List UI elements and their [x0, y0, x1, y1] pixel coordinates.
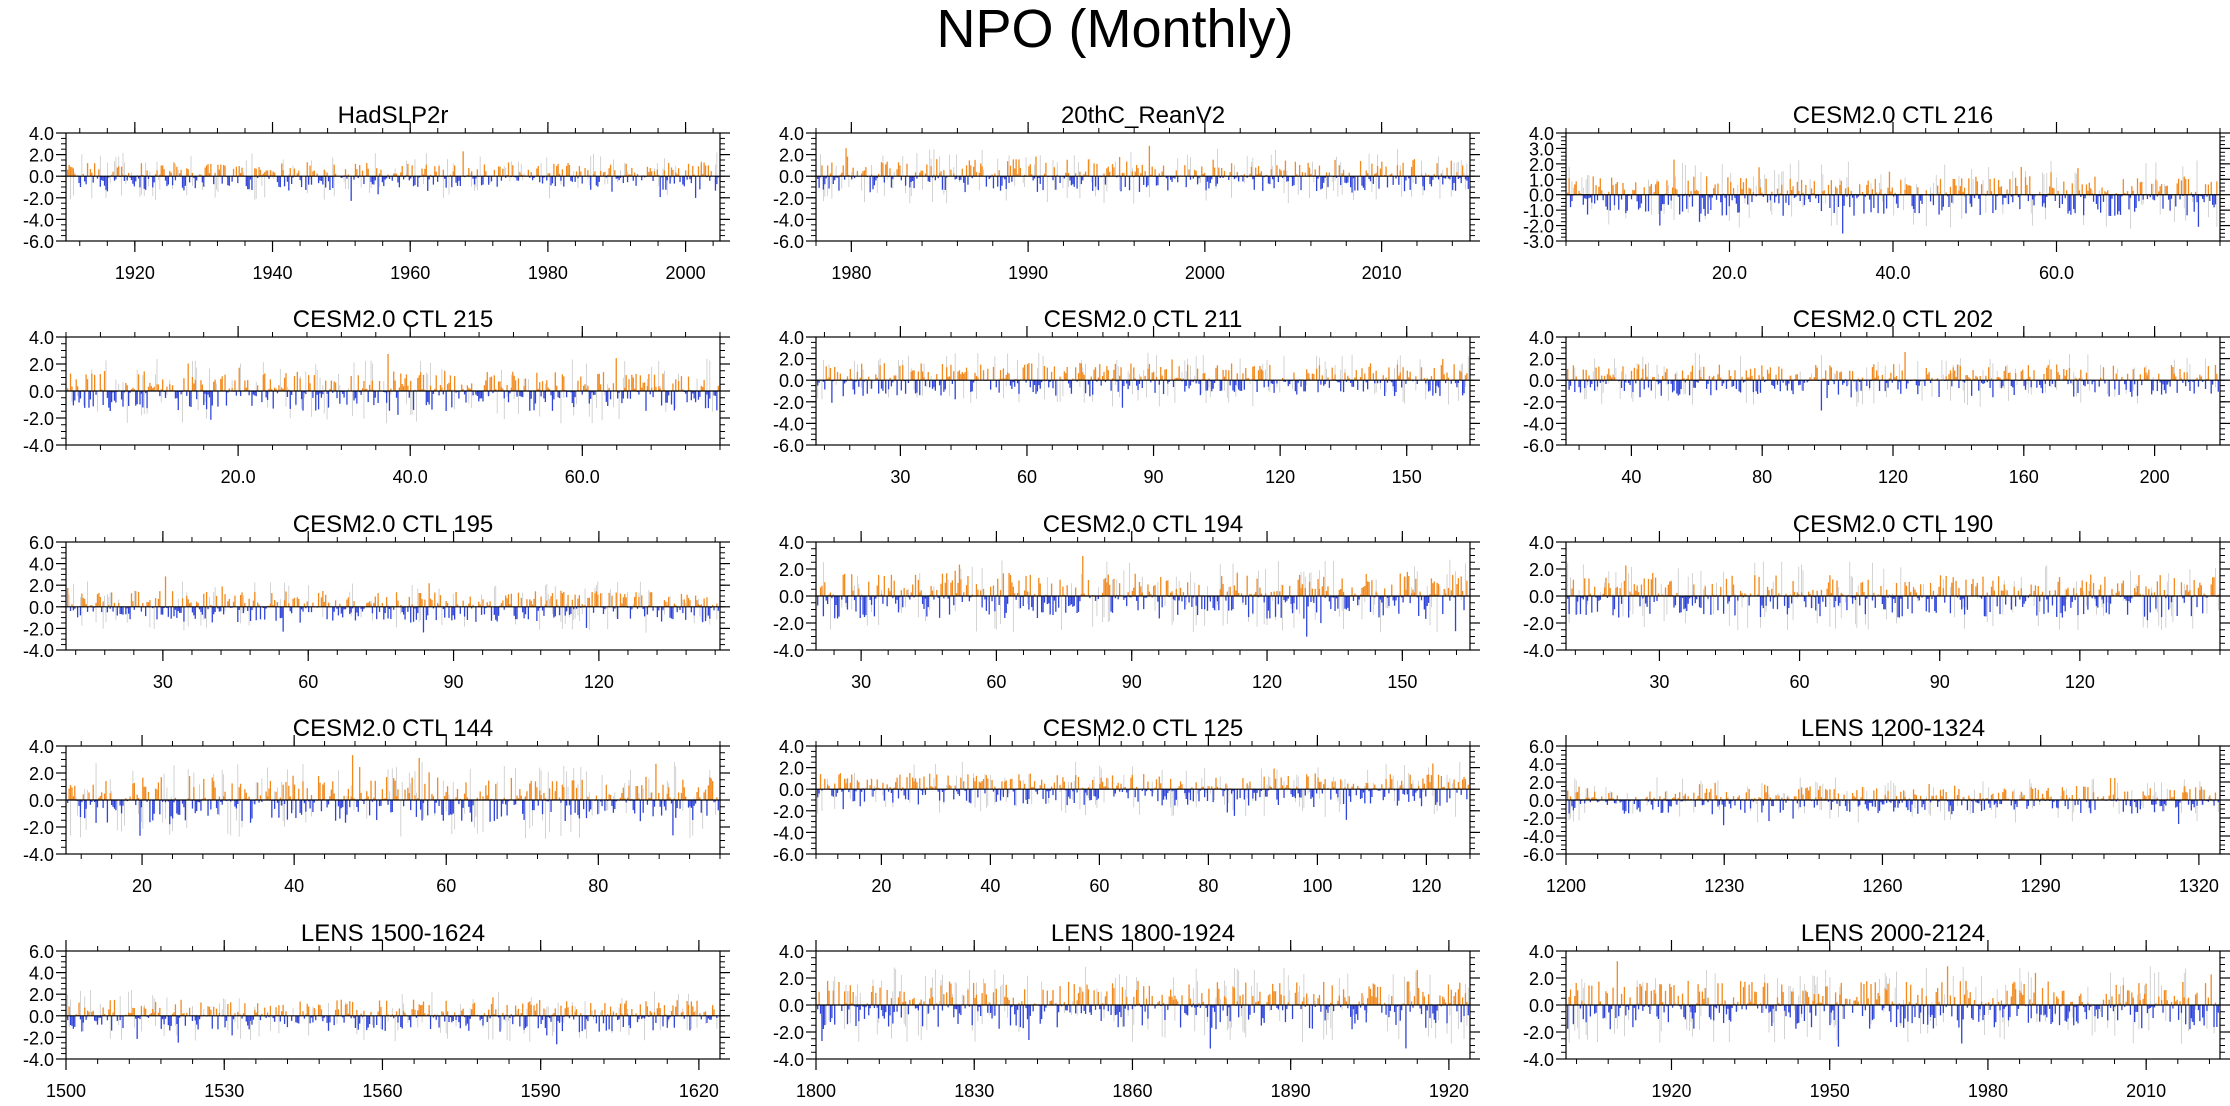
panel-title: CESM2.0 CTL 215: [293, 306, 494, 333]
panel-bars: [67, 353, 719, 424]
x-tick-label: 30: [890, 467, 910, 487]
y-tick-label: 2.0: [1529, 350, 1554, 370]
x-tick-label: 2000: [666, 263, 706, 283]
plot-frame: [65, 132, 721, 242]
x-tick-label: 40.0: [1875, 263, 1910, 283]
panel-title: CESM2.0 CTL 195: [293, 511, 494, 538]
y-tick-label: -4.0: [773, 414, 804, 434]
y-tick-label: 2.0: [29, 146, 54, 166]
x-tick-label: 120: [1265, 467, 1295, 487]
x-tick-label: 1980: [528, 263, 568, 283]
y-tick-label: 3.0: [1529, 139, 1554, 159]
y-tick-label: 0.0: [1529, 186, 1554, 206]
y-tick-label: -4.0: [23, 436, 54, 456]
figure-title: NPO (Monthly): [936, 0, 1294, 59]
y-tick-label: -2.0: [1523, 393, 1554, 413]
panel-bars: [67, 576, 719, 633]
panel-bars: [1567, 159, 2219, 234]
y-tick-label: -2.0: [773, 393, 804, 413]
panel-4: CESM2.0 CTL 215 4.0 2.0 0.0 -2.0 -4.0 20.0 40.0…: [23, 306, 730, 487]
x-tick-label: 1980: [831, 263, 871, 283]
y-tick-label: 4.0: [779, 328, 804, 348]
y-tick-label: -6.0: [773, 232, 804, 252]
panel-bars: [1567, 352, 2219, 411]
y-tick-label: 2.0: [779, 146, 804, 166]
y-tick-label: 4.0: [1529, 328, 1554, 348]
panel-title: HadSLP2r: [338, 102, 449, 129]
y-tick-label: -4.0: [1523, 414, 1554, 434]
x-tick-label: 160: [2009, 467, 2039, 487]
y-tick-label: 4.0: [1529, 124, 1554, 144]
panel-title: CESM2.0 CTL 211: [1044, 306, 1243, 333]
plot-frame: [815, 336, 1471, 446]
y-tick-label: 0.0: [779, 167, 804, 187]
y-tick-label: -2.0: [23, 189, 54, 209]
y-tick-label: -2.0: [773, 189, 804, 209]
y-tick-label: 2.0: [779, 350, 804, 370]
panel-bars: [817, 145, 1469, 204]
x-tick-label: 1940: [253, 263, 293, 283]
plot-frame: [1565, 336, 2221, 446]
x-tick-label: 120: [1878, 467, 1908, 487]
y-tick-label: -4.0: [773, 210, 804, 230]
y-tick-label: 4.0: [779, 124, 804, 144]
panel-bars: [817, 352, 1469, 408]
panel-2: 20thC_ReanV2 4.02.00.0-2.0-4.0-6.0 1980 199…: [773, 102, 1480, 283]
y-tick-label: -4.0: [23, 210, 54, 230]
y-tick-label: 0.0: [29, 167, 54, 187]
y-tick-label: 2.0: [1529, 155, 1554, 175]
x-tick-label: 2010: [1362, 263, 1402, 283]
x-tick-label: 1920: [115, 263, 155, 283]
panel-3: CESM2.0 CTL 2164.03.02.01.00.0-1.0-2.0-3…: [1523, 102, 2230, 283]
x-tick-label: 20.0: [1712, 263, 1747, 283]
x-tick-label: 150: [1392, 467, 1422, 487]
x-tick-label: 60.0: [565, 467, 600, 487]
y-tick-label: -2.0: [23, 409, 54, 429]
y-tick-label: 4.0: [29, 124, 54, 144]
y-tick-label: -6.0: [1523, 436, 1554, 456]
y-tick-label: -6.0: [23, 232, 54, 252]
x-tick-label: 80: [1752, 467, 1772, 487]
y-tick-label: 4.0: [29, 328, 54, 348]
x-tick-label: 90: [1144, 467, 1164, 487]
y-tick-label: 2.0: [29, 355, 54, 375]
x-tick-label: 2000: [1185, 263, 1225, 283]
plot-frame: [1565, 132, 2221, 242]
y-tick-label: -2.0: [1523, 217, 1554, 237]
y-tick-label: -3.0: [1523, 232, 1554, 252]
x-tick-label: 60: [1017, 467, 1037, 487]
y-tick-label: 1.0: [1529, 170, 1554, 190]
y-tick-label: 0.0: [29, 382, 54, 402]
y-tick-label: 0.0: [779, 371, 804, 391]
panel-5: CESM2.0 CTL 211 4.02.00.0-2.0-4.0-6.0 30 60…: [773, 306, 1480, 487]
x-tick-label: 1960: [390, 263, 430, 283]
y-tick-label: -1.0: [1523, 201, 1554, 221]
x-tick-label: 40: [1621, 467, 1641, 487]
y-tick-label: -6.0: [773, 436, 804, 456]
x-tick-label: 200: [2140, 467, 2170, 487]
x-tick-label: 20.0: [221, 467, 256, 487]
y-tick-label: 0.0: [1529, 371, 1554, 391]
x-tick-label: 40.0: [393, 467, 428, 487]
panel-title: 20thC_ReanV2: [1061, 102, 1225, 129]
panel-1: HadSLP2r 4.02.00.0-2.0-4.0-6.0 1920 1940 196…: [23, 102, 730, 283]
x-tick-label: 1990: [1008, 263, 1048, 283]
x-tick-label: 60.0: [2039, 263, 2074, 283]
